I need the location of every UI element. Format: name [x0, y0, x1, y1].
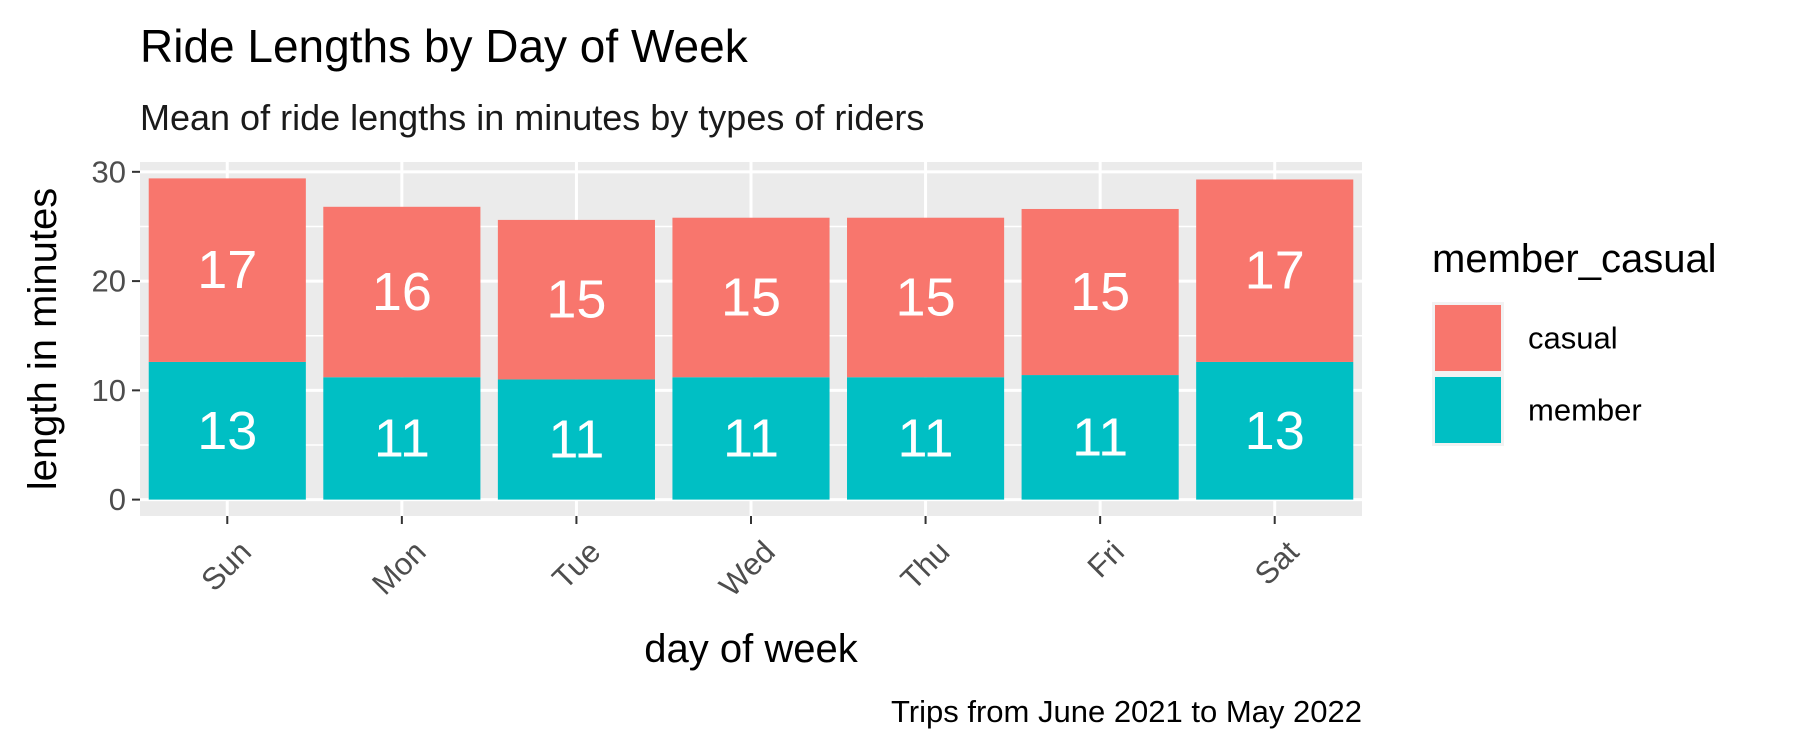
- value-label-casual-mon: 16: [372, 262, 432, 322]
- bar-member-mon: [323, 377, 481, 500]
- y-axis: 0 10 20 30: [92, 154, 140, 517]
- value-label-member-wed: 11: [723, 408, 779, 468]
- bars-group: [148, 178, 1354, 500]
- bar-member-sun: [148, 361, 306, 500]
- bar-casual-mon: [323, 206, 481, 378]
- bar-member-wed: [672, 377, 830, 500]
- legend-label-casual: casual: [1528, 321, 1618, 356]
- value-label-casual-sat: 17: [1245, 241, 1305, 301]
- x-axis-title: day of week: [644, 627, 858, 671]
- chart-title: Ride Lengths by Day of Week: [140, 20, 749, 72]
- value-label-member-mon: 11: [374, 408, 430, 468]
- value-label-member-sun: 13: [197, 401, 257, 461]
- x-tick-label-tue: Tue: [546, 534, 608, 596]
- bar-member-fri: [1021, 375, 1179, 500]
- legend-label-member: member: [1528, 393, 1642, 428]
- bar-casual-sat: [1196, 179, 1354, 362]
- chart-subtitle: Mean of ride lengths in minutes by types…: [140, 97, 924, 138]
- bar-casual-thu: [847, 217, 1005, 378]
- x-axis: Sun Mon Tue Wed Thu Fri Sat: [194, 516, 1306, 603]
- value-label-casual-wed: 15: [721, 267, 781, 327]
- value-labels-group: 13 17 11 16 11 15 11 15 11 15 11 15 13 17: [197, 240, 1305, 469]
- y-tick-label: 30: [92, 154, 126, 189]
- bar-member-thu: [847, 377, 1005, 500]
- bar-casual-tue: [497, 219, 655, 380]
- y-tick-label: 0: [109, 482, 126, 517]
- legend: member_casual casual member: [1432, 237, 1717, 446]
- bar-casual-sun: [148, 178, 306, 362]
- legend-swatch-casual: [1435, 305, 1501, 371]
- value-label-casual-fri: 15: [1070, 262, 1130, 322]
- bar-member-sat: [1196, 361, 1354, 500]
- value-label-member-thu: 11: [898, 408, 954, 468]
- x-tick-label-sun: Sun: [194, 534, 258, 598]
- chart-caption: Trips from June 2021 to May 2022: [891, 694, 1362, 729]
- legend-title: member_casual: [1432, 237, 1717, 281]
- bar-member-tue: [497, 379, 655, 500]
- value-label-casual-thu: 15: [896, 267, 956, 327]
- value-label-member-sat: 13: [1245, 401, 1305, 461]
- x-tick-label-thu: Thu: [894, 534, 957, 597]
- value-label-member-fri: 11: [1072, 407, 1128, 467]
- bar-casual-wed: [672, 217, 830, 378]
- value-label-casual-tue: 15: [546, 270, 606, 330]
- value-label-casual-sun: 17: [197, 240, 257, 300]
- x-tick-label-sat: Sat: [1248, 534, 1306, 592]
- legend-swatch-member: [1435, 377, 1501, 443]
- x-tick-label-mon: Mon: [365, 534, 432, 601]
- value-label-member-tue: 11: [548, 410, 604, 470]
- bar-casual-fri: [1021, 208, 1179, 376]
- y-tick-label: 10: [92, 373, 126, 408]
- x-tick-label-wed: Wed: [712, 534, 781, 603]
- x-tick-label-fri: Fri: [1081, 534, 1131, 584]
- y-tick-label: 20: [92, 264, 126, 299]
- y-axis-title: length in minutes: [21, 188, 65, 490]
